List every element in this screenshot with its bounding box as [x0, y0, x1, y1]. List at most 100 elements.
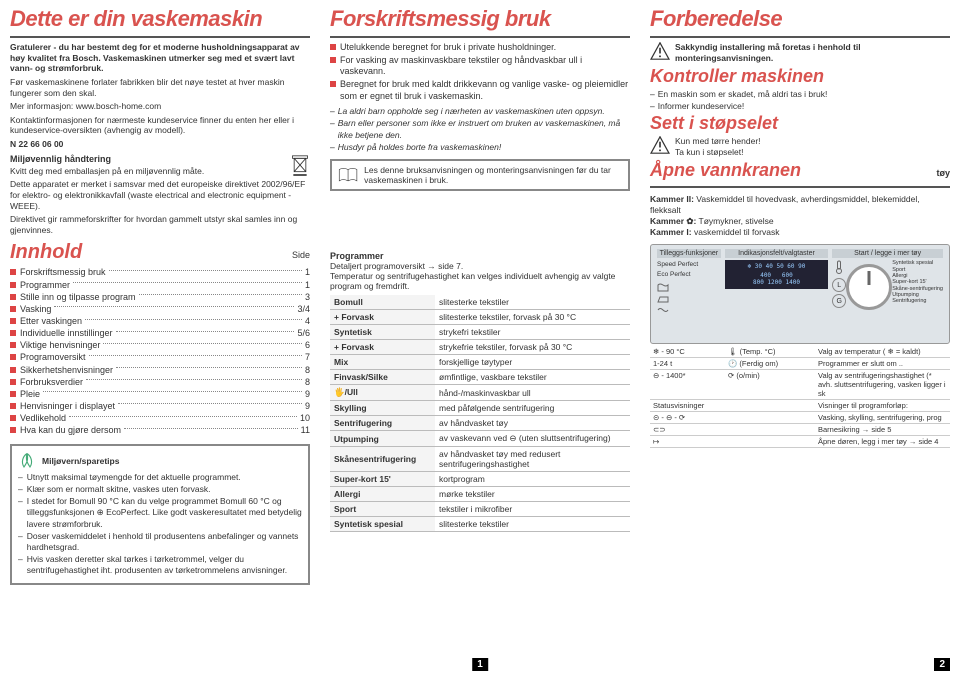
bullet-icon — [330, 81, 336, 87]
col-3: Forberedelse Sakkyndig installering må f… — [640, 0, 960, 673]
legend-row: ❄ - 90 °C🌡 (Temp. °C)Valg av temperatur … — [650, 346, 950, 358]
thermometer-icon — [835, 260, 843, 274]
use-item: Beregnet for bruk med kaldt drikkevann o… — [330, 79, 630, 102]
bullet-icon — [10, 330, 16, 336]
speed-perfect-label: Speed Perfect — [657, 260, 721, 269]
env-2: Dette apparatet er merket i samsvar med … — [10, 179, 310, 211]
toc-row: Pleie9 — [10, 388, 310, 400]
legend-table: ❄ - 90 °C🌡 (Temp. °C)Valg av temperatur … — [650, 346, 950, 448]
h-kontroll: Kontroller maskinen — [650, 66, 950, 87]
programmer-section: Programmer Detaljert programoversikt → s… — [330, 251, 630, 532]
control-panel-diagram: Tilleggs-funksjoner Speed Perfect Eco Pe… — [650, 244, 950, 344]
use-item: For vasking av maskinvaskbare tekstiler … — [330, 55, 630, 78]
contact: Kontaktinformasjonen for nærmeste kundes… — [10, 115, 310, 136]
program-table: Bomullslitesterke tekstiler+ Forvaskslit… — [330, 295, 630, 532]
bullet-icon — [10, 306, 16, 312]
col-1: Dette er din vaskemaskin Gratulerer - du… — [0, 0, 320, 673]
h-plug: Sett i støpselet — [650, 113, 950, 134]
prog-head: Programmer — [330, 251, 630, 261]
warn-item: –Barn eller personer som ikke er instrue… — [330, 118, 630, 140]
weee-bin-icon — [290, 153, 310, 177]
toc-row: Viktige henvisninger6 — [10, 339, 310, 351]
title-1: Dette er din vaskemaskin — [10, 6, 310, 32]
toc-row: Vedlikehold10 — [10, 412, 310, 424]
intro-2: Før vaskemaskinene forlater fabrikken bl… — [10, 77, 310, 98]
check-item: –En maskin som er skadet, må aldri tas i… — [650, 89, 950, 100]
warn-item: –La aldri barn oppholde seg i nærheten a… — [330, 106, 630, 117]
toc-row: Hva kan du gjøre dersom11 — [10, 424, 310, 436]
prog-sub1: Detaljert programoversikt → side 7. — [330, 261, 630, 271]
panel-h3: Start / legge i mer tøy — [832, 249, 943, 258]
intended-use-list: Utelukkende beregnet for bruk i private … — [330, 42, 630, 102]
h-water: Åpne vannkranen — [650, 160, 801, 181]
bullet-icon — [10, 367, 16, 373]
eco-item: –I stedet for Bomull 90 °C kan du velge … — [18, 496, 302, 529]
prog-sub2: Temperatur og sentrifugehastighet kan ve… — [330, 271, 630, 291]
program-row: Allergimørke tekstiler — [330, 487, 630, 502]
eco-item: –Doser vaskemiddelet i henhold til produ… — [18, 531, 302, 553]
title-2: Forskriftsmessig bruk — [330, 6, 630, 32]
toc-row: Stille inn og tilpasse program3 — [10, 291, 310, 303]
check-list: –En maskin som er skadet, må aldri tas i… — [650, 89, 950, 112]
legend-row: StatusvisningerVisninger til programforl… — [650, 400, 950, 412]
toc-row: Etter vaskingen4 — [10, 315, 310, 327]
bullet-icon — [10, 342, 16, 348]
leaf-icon — [18, 452, 36, 470]
toc-row: Forskriftsmessig bruk1 — [10, 266, 310, 278]
plug-item: Kun med tørre hender! — [675, 136, 761, 147]
program-row: Skånesentrifugeringav håndvasket tøy med… — [330, 447, 630, 472]
toc-side: Side — [292, 250, 310, 260]
bullet-icon — [10, 391, 16, 397]
bullet-icon — [330, 57, 336, 63]
legend-row: 1-24 t🕐 (Ferdig om)Programmer er slutt o… — [650, 358, 950, 370]
read-manual-box: Les denne bruksanvisningen og monterings… — [330, 159, 630, 191]
program-row: Super-kort 15'kortprogram — [330, 472, 630, 487]
rule — [330, 36, 630, 38]
toy-label: tøy — [937, 168, 951, 178]
program-row: Mixforskjellige tøytyper — [330, 355, 630, 370]
bullet-icon — [330, 44, 336, 50]
bullet-icon — [10, 282, 16, 288]
install-warning: Sakkyndig installering må foretas i henh… — [650, 42, 950, 64]
eco-list: –Utnytt maksimal tøymengde for det aktue… — [18, 472, 302, 575]
program-row: Bomullslitesterke tekstiler — [330, 295, 630, 310]
check-item: –Informer kundeservice! — [650, 101, 950, 112]
program-row: 🖐/Ullhånd-/maskinvaskbar ull — [330, 385, 630, 401]
warning-icon — [650, 42, 670, 60]
eco-tips-box: Miljøvern/sparetips –Utnytt maksimal tøy… — [10, 444, 310, 584]
eco-item: –Klær som er normalt skitne, vaskes uten… — [18, 484, 302, 495]
title-3: Forberedelse — [650, 6, 950, 32]
toc-row: Individuelle innstillinger5/6 — [10, 327, 310, 339]
toc-row: Programoversikt7 — [10, 351, 310, 363]
bullet-icon — [10, 354, 16, 360]
program-selector-knob — [846, 264, 892, 310]
legend-row: ⊖ - 1400*⟳ (o/min)Valg av sentrifugering… — [650, 370, 950, 400]
bullet-icon — [10, 269, 16, 275]
toc-row: Programmer1 — [10, 279, 310, 291]
legend-row: ↦Åpne døren, legg i mer tøy → side 4 — [650, 436, 950, 448]
toc-row: Forbruksverdier8 — [10, 376, 310, 388]
legend-row: ⊝ - ⊖ - ⟳Vasking, skylling, sentrifugeri… — [650, 412, 950, 424]
bullet-icon — [10, 294, 16, 300]
program-row: Skyllingmed påfølgende sentrifugering — [330, 401, 630, 416]
eco-perfect-label: Eco Perfect — [657, 270, 721, 279]
toc-row: Henvisninger i displayet9 — [10, 400, 310, 412]
detergent-compartments: Kammer II: Vaskemiddel til hovedvask, av… — [650, 194, 950, 238]
page-number-1: 1 — [472, 658, 488, 671]
prewash-icon — [657, 282, 669, 292]
book-icon — [338, 167, 358, 182]
bullet-icon — [10, 318, 16, 324]
warning-icon — [650, 136, 670, 154]
program-row: Finvask/Silkeømfintlige, vaskbare teksti… — [330, 370, 630, 385]
program-row: Sentrifugeringav håndvasket tøy — [330, 416, 630, 431]
warn-item: –Husdyr på holdes borte fra vaskemaskine… — [330, 142, 630, 153]
program-names: Syntetisk spesial Sport Allergi Super-ko… — [892, 260, 943, 314]
time-button: L — [832, 278, 846, 292]
intro-1: Gratulerer - du har bestemt deg for et m… — [10, 42, 310, 74]
program-row: + Forvaskstrykefrie tekstiler, forvask p… — [330, 340, 630, 355]
program-row: Utpumpingav vaskevann ved ⊖ (uten slutts… — [330, 431, 630, 447]
phone: N 22 66 06 00 — [10, 139, 310, 150]
col-2: Forskriftsmessig bruk Utelukkende beregn… — [320, 0, 640, 673]
eco-item: –Utnytt maksimal tøymengde for det aktue… — [18, 472, 302, 483]
env-3: Direktivet gir rammeforskrifter for hvor… — [10, 214, 310, 235]
